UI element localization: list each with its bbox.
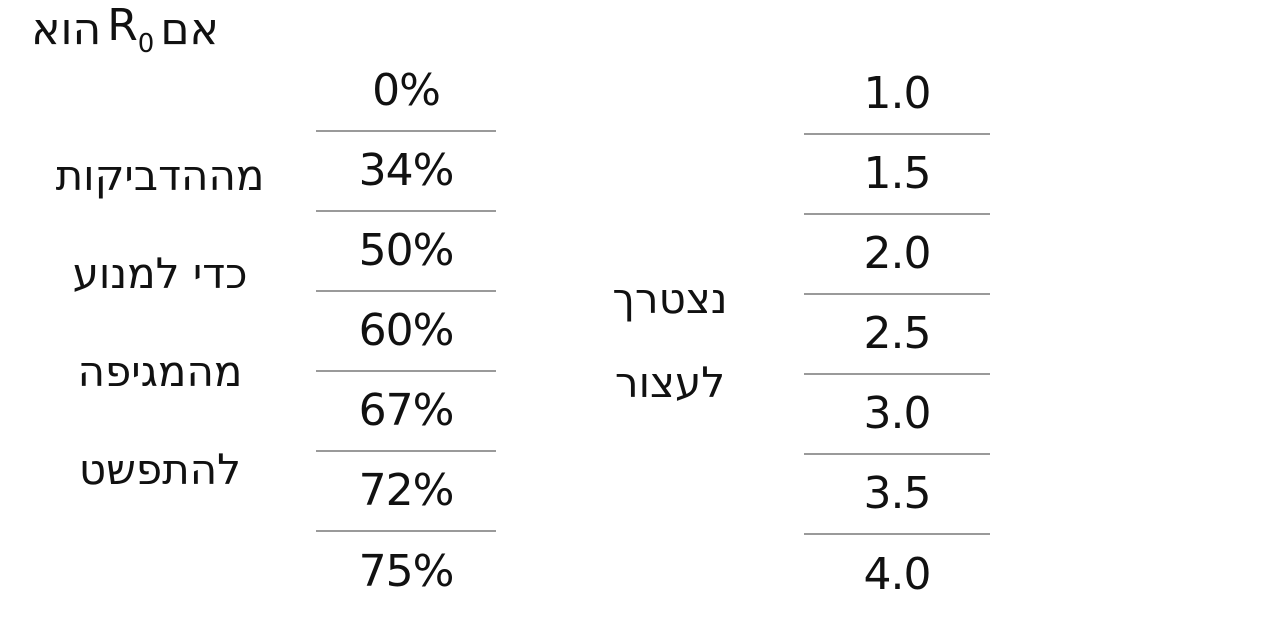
r0-condition-label: אם R0 הוא [0,0,250,59]
percent-value: 75% [358,546,455,597]
r0-value: 2.5 [804,295,990,375]
percent-value: 0% [316,52,496,132]
r0-value: 3.0 [804,375,990,455]
percent-values-column: 0% 34% 50% 60% 67% 72% 75% [316,52,496,612]
r0-value: 4.0 [863,549,932,600]
r0-values-column: 1.0 1.5 2.0 2.5 3.0 3.5 4.0 [804,55,990,615]
r0-value: 3.5 [804,455,990,535]
need-label-line: לעצור [614,358,726,407]
purpose-label: מההדביקות כדי למנוע מהמגיפה להתפשט [40,155,280,547]
r0-label-suffix: הוא [31,4,102,55]
need-label-line: נצטרך [612,274,728,323]
r0-value: 1.5 [804,135,990,215]
r0-symbol: R0 [107,0,154,59]
r0-label-prefix: אם [160,4,219,55]
purpose-label-line: מההדביקות [55,151,265,200]
purpose-label-line: כדי למנוע [72,249,248,298]
r0-value: 2.0 [804,215,990,295]
purpose-label-line: להתפשט [78,445,242,494]
percent-value: 67% [316,372,496,452]
r0-symbol-letter: R [107,0,138,51]
purpose-label-line: מהמגיפה [77,347,243,396]
r0-symbol-subscript: 0 [137,29,155,59]
percent-value: 34% [316,132,496,212]
percent-value: 60% [316,292,496,372]
need-to-stop-label: נצטרך לעצור [580,278,760,446]
percent-value: 50% [316,212,496,292]
percent-value: 72% [316,452,496,532]
r0-value: 1.0 [804,55,990,135]
